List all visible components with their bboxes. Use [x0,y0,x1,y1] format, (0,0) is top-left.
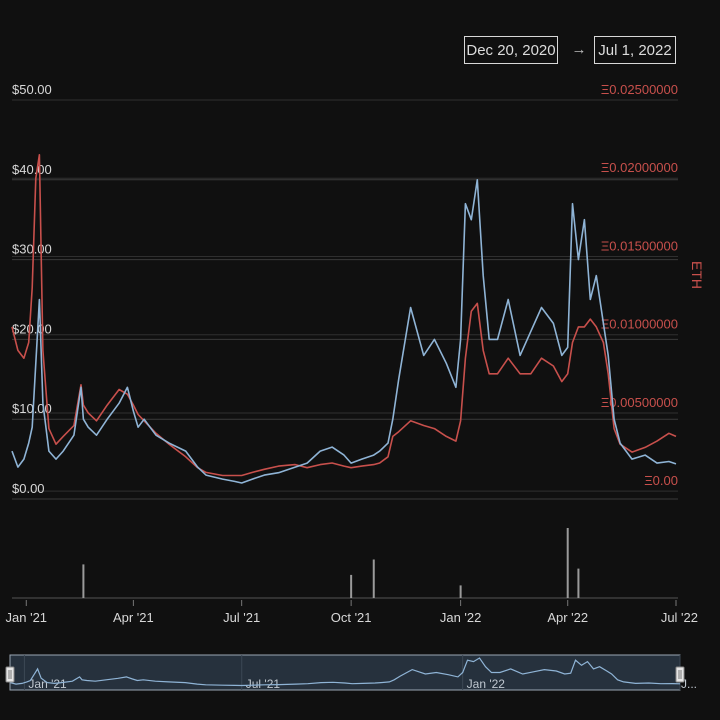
x-axis: Jan '21 Apr '21 Jul '21 Oct '21 Jan '22 Apr '… [6,600,698,625]
right-tick-label: Ξ0.01500000 [601,238,678,253]
grid [12,99,678,500]
x-tick-label: Jul '22 [661,610,698,625]
right-axis: Ξ0.00 Ξ0.00500000 Ξ0.01000000 Ξ0.01500000 Ξ0… [601,82,678,488]
volume-bar [82,564,85,598]
left-tick-label: $10.00 [12,401,52,416]
navigator-tick-label: Jan '21 [28,677,67,691]
volume-bar [459,585,462,598]
x-tick-label: Jul '21 [223,610,260,625]
x-tick-label: Apr '22 [547,610,588,625]
range-end-input[interactable]: Jul 1, 2022 [594,36,676,64]
left-tick-label: $30.00 [12,242,52,257]
left-tick-label: $40.00 [12,162,52,177]
right-axis-title: ETH [689,261,705,289]
navigator-tick-label: Jul '21 [246,677,281,691]
navigator[interactable]: Jan '21 Jul '21 Jan '22 J... [5,654,697,691]
navigator-window[interactable] [9,654,681,691]
navigator-handle-right[interactable] [675,666,685,683]
x-tick-label: Jan '21 [6,610,48,625]
navigator-tick-label: Jan '22 [467,677,506,691]
x-tick-label: Jan '22 [440,610,482,625]
x-tick-label: Oct '21 [331,610,372,625]
navigator-series-line [9,657,681,687]
right-tick-label: Ξ0.02500000 [601,82,678,97]
series-lines [11,154,677,484]
left-tick-label: $0.00 [12,481,45,496]
navigator-tick-label: J... [681,677,697,691]
volume-bars [12,528,678,599]
right-tick-label: Ξ0.00500000 [601,395,678,410]
x-tick-label: Apr '21 [113,610,154,625]
navigator-handle-left[interactable] [5,666,15,683]
range-start-input[interactable]: Dec 20, 2020 [464,36,558,64]
right-tick-label: Ξ0.00 [644,473,678,488]
left-tick-label: $50.00 [12,82,52,97]
range-arrow: → [571,41,587,58]
right-tick-label: Ξ0.02000000 [601,160,678,175]
usd-series-line [11,179,677,484]
volume-bar [372,559,375,598]
left-tick-label: $20.00 [12,321,52,336]
volume-bar [350,574,353,598]
volume-bar [577,568,580,598]
right-tick-label: Ξ0.01000000 [601,317,678,332]
volume-bar [566,528,569,598]
eth-series-line [11,154,677,477]
